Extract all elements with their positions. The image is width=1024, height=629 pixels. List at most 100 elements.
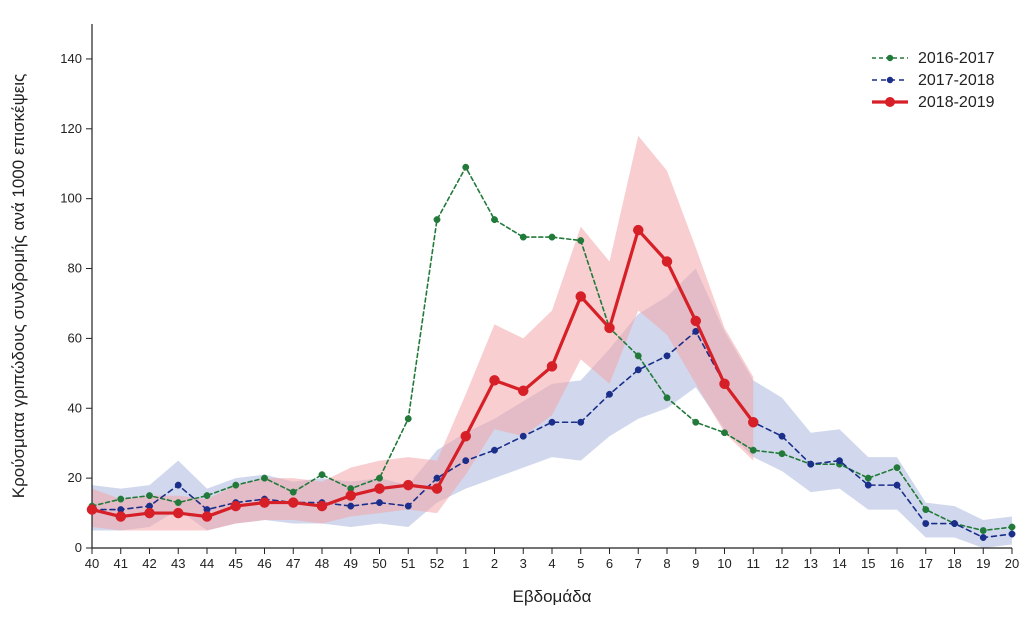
x-tick-label: 44 [200, 556, 214, 571]
series-marker-s2017 [175, 482, 181, 488]
legend-label: 2018-2019 [918, 94, 995, 111]
x-tick-label: 16 [890, 556, 904, 571]
series-marker-s2017 [865, 482, 871, 488]
x-tick-label: 46 [257, 556, 271, 571]
series-marker-s2017 [405, 503, 411, 509]
series-marker-s2017 [578, 419, 584, 425]
x-tick-label: 49 [344, 556, 358, 571]
series-marker-s2018 [576, 291, 586, 301]
series-marker-s2017 [951, 520, 957, 526]
x-tick-label: 42 [142, 556, 156, 571]
y-tick-label: 120 [60, 121, 82, 136]
series-marker-s2018 [432, 484, 442, 494]
legend-marker [885, 97, 895, 107]
series-marker-s2018 [375, 484, 385, 494]
series-marker-s2016 [779, 450, 785, 456]
y-tick-label: 60 [68, 330, 82, 345]
x-tick-label: 14 [832, 556, 846, 571]
series-marker-s2018 [633, 225, 643, 235]
x-axis-label: Εβδομάδα [513, 587, 592, 606]
series-marker-s2018 [145, 508, 155, 518]
series-marker-s2017 [923, 520, 929, 526]
x-tick-label: 52 [430, 556, 444, 571]
series-marker-s2016 [894, 464, 900, 470]
series-marker-s2016 [750, 447, 756, 453]
series-marker-s2018 [403, 480, 413, 490]
series-marker-s2018 [605, 323, 615, 333]
series-marker-s2018 [260, 498, 270, 508]
series-marker-s2018 [691, 316, 701, 326]
series-marker-s2016 [1009, 524, 1015, 530]
series-marker-s2017 [779, 433, 785, 439]
series-marker-s2017 [434, 475, 440, 481]
series-marker-s2018 [317, 501, 327, 511]
x-tick-label: 12 [775, 556, 789, 571]
series-marker-s2018 [461, 431, 471, 441]
x-tick-label: 1 [462, 556, 469, 571]
series-marker-s2017 [808, 461, 814, 467]
series-marker-s2018 [518, 386, 528, 396]
x-tick-label: 18 [947, 556, 961, 571]
series-marker-s2017 [606, 391, 612, 397]
x-tick-label: 19 [976, 556, 990, 571]
series-marker-s2017 [463, 457, 469, 463]
x-tick-label: 9 [692, 556, 699, 571]
series-marker-s2017 [348, 503, 354, 509]
x-tick-label: 11 [747, 556, 761, 571]
series-marker-s2016 [290, 489, 296, 495]
series-marker-s2017 [980, 534, 986, 540]
x-tick-label: 50 [372, 556, 386, 571]
series-marker-s2016 [578, 237, 584, 243]
series-marker-s2016 [980, 527, 986, 533]
series-marker-s2018 [748, 417, 758, 427]
series-marker-s2016 [721, 430, 727, 436]
series-marker-s2017 [520, 433, 526, 439]
series-marker-s2016 [923, 506, 929, 512]
series-marker-s2016 [146, 492, 152, 498]
x-tick-label: 3 [520, 556, 527, 571]
line-chart: 0204060801001201404041424344454647484950… [0, 0, 1024, 629]
x-tick-label: 13 [804, 556, 818, 571]
series-marker-s2016 [520, 234, 526, 240]
x-tick-label: 17 [919, 556, 933, 571]
x-tick-label: 43 [171, 556, 185, 571]
legend-label: 2016-2017 [918, 50, 995, 67]
x-tick-label: 6 [606, 556, 613, 571]
x-tick-label: 20 [1005, 556, 1019, 571]
series-marker-s2016 [405, 416, 411, 422]
series-marker-s2016 [693, 419, 699, 425]
y-tick-label: 40 [68, 400, 82, 415]
series-marker-s2017 [894, 482, 900, 488]
series-marker-s2016 [319, 471, 325, 477]
series-marker-s2017 [1009, 531, 1015, 537]
series-marker-s2016 [204, 492, 210, 498]
y-tick-label: 80 [68, 261, 82, 276]
series-marker-s2016 [376, 475, 382, 481]
series-marker-s2018 [116, 512, 126, 522]
series-marker-s2016 [233, 482, 239, 488]
y-tick-label: 140 [60, 51, 82, 66]
x-tick-label: 7 [635, 556, 642, 571]
y-axis-label: Κρούσματα γριπώδους συνδρομής ανά 1000 ε… [9, 74, 28, 499]
series-marker-s2016 [463, 164, 469, 170]
series-marker-s2016 [118, 496, 124, 502]
series-marker-s2017 [491, 447, 497, 453]
series-marker-s2018 [547, 361, 557, 371]
series-marker-s2018 [231, 501, 241, 511]
series-marker-s2016 [549, 234, 555, 240]
x-tick-label: 4 [548, 556, 555, 571]
series-marker-s2018 [87, 505, 97, 515]
series-marker-s2018 [202, 512, 212, 522]
series-marker-s2017 [664, 353, 670, 359]
series-marker-s2017 [836, 457, 842, 463]
series-marker-s2016 [434, 216, 440, 222]
x-tick-label: 5 [577, 556, 584, 571]
series-marker-s2016 [261, 475, 267, 481]
series-marker-s2016 [175, 499, 181, 505]
x-tick-label: 10 [717, 556, 731, 571]
series-marker-s2017 [635, 367, 641, 373]
series-marker-s2018 [662, 257, 672, 267]
series-marker-s2016 [865, 475, 871, 481]
x-tick-label: 2 [491, 556, 498, 571]
series-marker-s2016 [491, 216, 497, 222]
